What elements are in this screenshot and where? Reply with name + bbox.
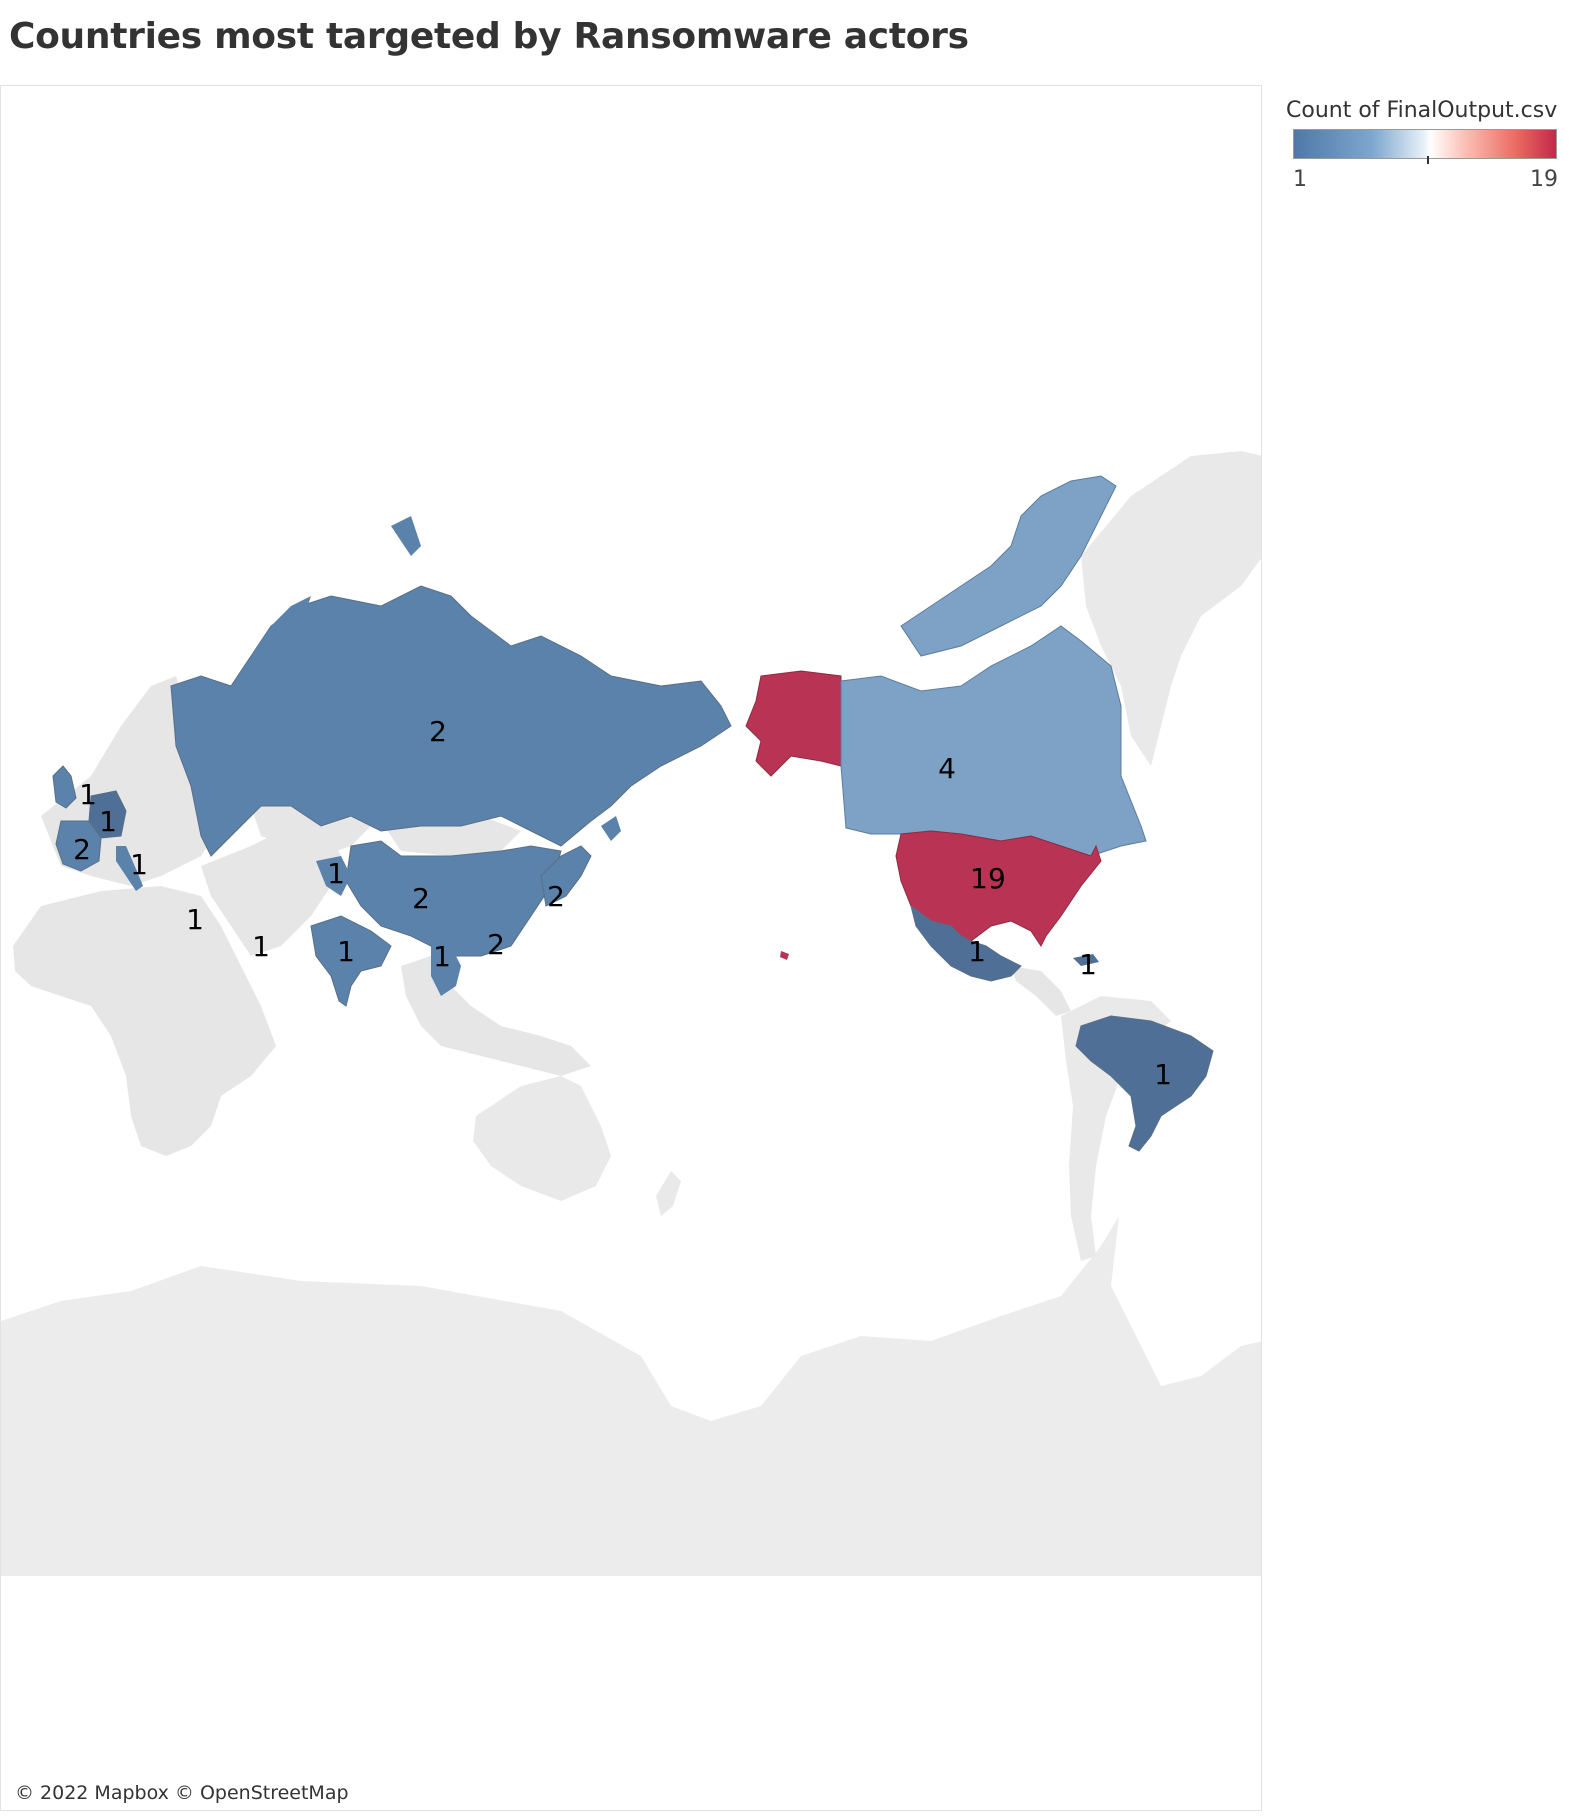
- region-mexico[interactable]: [910, 904, 1022, 982]
- region-pakistan[interactable]: [316, 856, 351, 896]
- region-label: 1: [968, 935, 986, 968]
- region-canada-arctic[interactable]: [900, 475, 1117, 657]
- land-australia: [473, 1076, 611, 1201]
- region-label: 1: [327, 857, 345, 890]
- region-italy[interactable]: [116, 846, 143, 891]
- color-legend: Count of FinalOutput.csv 1 19: [1264, 85, 1572, 1811]
- region-label: 1: [337, 935, 355, 968]
- chart-title: Countries most targeted by Ransomware ac…: [9, 16, 969, 57]
- region-label: 1: [252, 930, 270, 963]
- region-label: 1: [130, 848, 148, 881]
- land-greenland: [1081, 451, 1261, 766]
- region-india[interactable]: [310, 915, 392, 1007]
- region-canada[interactable]: [840, 625, 1147, 857]
- region-china[interactable]: [345, 840, 562, 957]
- legend-color-ramp: [1293, 129, 1557, 159]
- region-vietnam[interactable]: [431, 946, 461, 996]
- map-attribution[interactable]: © 2022 Mapbox © OpenStreetMap: [9, 1780, 355, 1806]
- region-taiwan[interactable]: [489, 926, 503, 948]
- region-japan[interactable]: [540, 845, 592, 907]
- region-label: 1: [186, 903, 204, 936]
- region-label: 1: [79, 778, 97, 811]
- map-svg: 19 4 2 2 2 2 2 1 1 1 1 1 1 1 1 1 1 1: [1, 451, 1261, 1576]
- region-russia-north-islands[interactable]: [251, 596, 311, 656]
- land-se-asia: [401, 956, 591, 1076]
- region-alaska[interactable]: [745, 670, 842, 777]
- legend-midpoint-tick: [1427, 156, 1429, 164]
- region-uk[interactable]: [52, 765, 77, 809]
- region-label: 1: [99, 805, 117, 838]
- region-label: 2: [429, 715, 447, 748]
- region-label: 1: [1079, 948, 1097, 981]
- region-hawaii[interactable]: [780, 951, 789, 960]
- region-russia-north-islands[interactable]: [391, 516, 421, 556]
- legend-max-value: 19: [1530, 167, 1558, 192]
- legend-title: Count of FinalOutput.csv: [1286, 98, 1558, 123]
- region-france[interactable]: [55, 820, 102, 872]
- land-central-america: [1011, 966, 1071, 1016]
- land-south-america: [1061, 996, 1171, 1261]
- region-caribbean[interactable]: [1073, 954, 1099, 966]
- region-label: 19: [970, 862, 1006, 895]
- region-japan-hokkaido[interactable]: [601, 816, 621, 841]
- region-label: 2: [412, 882, 430, 915]
- land-new-zealand: [656, 1171, 681, 1216]
- region-label: 2: [73, 833, 91, 866]
- region-label: 2: [487, 928, 505, 961]
- land-antarctica: [1, 1216, 1261, 1576]
- land-africa: [13, 886, 276, 1156]
- region-label: 1: [433, 940, 451, 973]
- region-russia[interactable]: [170, 585, 732, 857]
- map-view[interactable]: 19 4 2 2 2 2 2 1 1 1 1 1 1 1 1 1 1 1 © 2…: [0, 85, 1262, 1811]
- region-label: 1: [1154, 1058, 1172, 1091]
- region-brazil[interactable]: [1075, 1015, 1214, 1152]
- region-label: 4: [938, 752, 956, 785]
- legend-min-value: 1: [1293, 167, 1307, 192]
- region-label: 2: [547, 880, 565, 913]
